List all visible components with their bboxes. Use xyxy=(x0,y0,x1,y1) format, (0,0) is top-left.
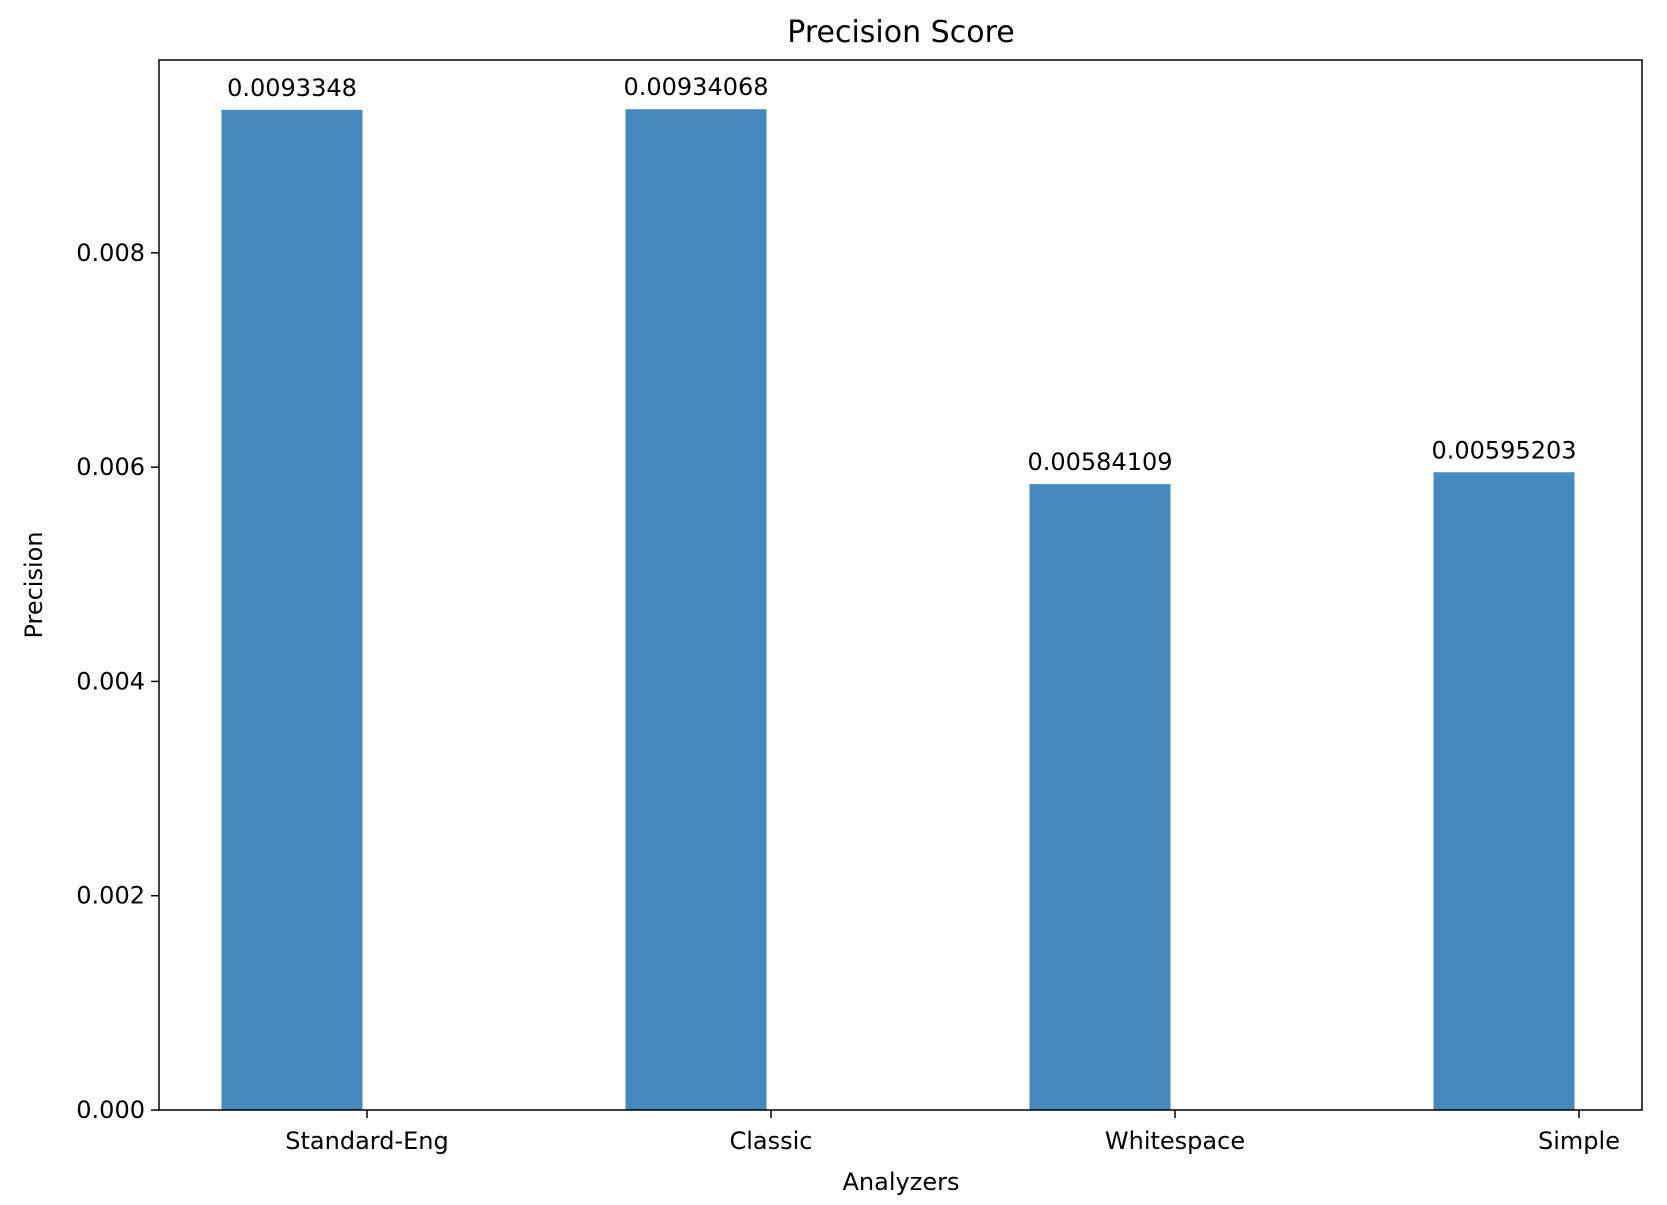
x-tick-label: Simple xyxy=(1538,1127,1620,1155)
bar-classic xyxy=(625,109,767,1110)
y-axis: 0.000 0.002 0.004 0.006 0.008 xyxy=(76,239,159,1124)
y-tick-label: 0.000 xyxy=(76,1096,145,1124)
y-axis-label: Precision xyxy=(20,531,48,638)
bar-standard-eng xyxy=(221,109,363,1111)
y-tick-label: 0.008 xyxy=(76,239,145,267)
x-axis-label: Analyzers xyxy=(843,1168,960,1196)
bar-value-label: 0.00595203 xyxy=(1431,436,1576,464)
x-axis: Standard-Eng Classic Whitespace Simple xyxy=(285,1110,1620,1155)
bar-value-label: 0.00584109 xyxy=(1027,448,1172,476)
plot-frame xyxy=(158,59,1643,1111)
bar-value-label: 0.00934068 xyxy=(623,73,768,101)
bar-simple xyxy=(1433,472,1575,1111)
chart-title: Precision Score xyxy=(787,15,1014,50)
y-tick-label: 0.004 xyxy=(76,667,145,695)
bar-whitespace xyxy=(1029,484,1171,1110)
y-tick-label: 0.002 xyxy=(76,882,145,910)
bars-group xyxy=(221,109,1575,1111)
y-tick-label: 0.006 xyxy=(76,453,145,481)
x-tick-label: Classic xyxy=(729,1127,812,1155)
x-tick-label: Standard-Eng xyxy=(285,1127,448,1155)
bar-value-label: 0.0093348 xyxy=(227,74,357,102)
x-tick-label: Whitespace xyxy=(1105,1127,1245,1155)
bar-labels-group: 0.0093348 0.00934068 0.00584109 0.00595203 xyxy=(227,73,1576,476)
